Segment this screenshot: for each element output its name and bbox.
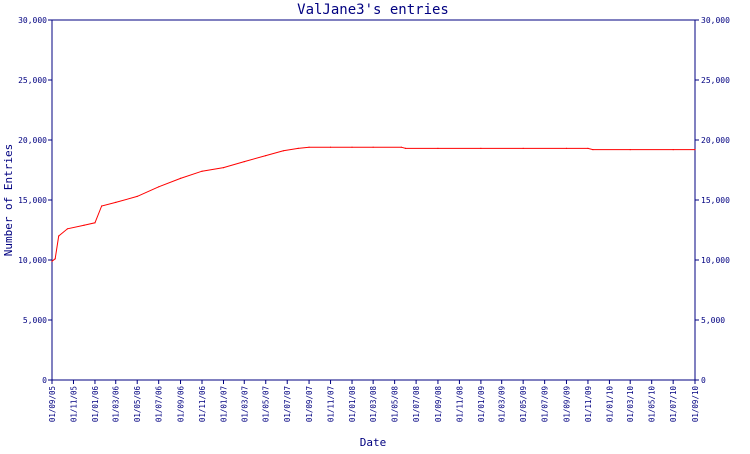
data-point — [101, 205, 103, 207]
data-point — [222, 167, 225, 169]
data-point — [297, 147, 299, 149]
data-point — [83, 224, 85, 226]
x-tick-label: 01/05/06 — [133, 386, 142, 423]
x-tick-label: 01/05/09 — [519, 386, 528, 422]
y-tick-label-right: 0 — [701, 376, 706, 385]
x-tick-label: 01/05/07 — [262, 386, 271, 422]
y-tick-label-left: 25,000 — [18, 76, 47, 85]
data-point — [672, 149, 674, 151]
y-tick-label-right: 20,000 — [701, 136, 730, 145]
x-tick-label: 01/07/09 — [541, 386, 550, 422]
y-tick-label-left: 10,000 — [18, 256, 47, 265]
data-point — [629, 149, 631, 151]
data-point — [372, 146, 374, 148]
y-tick-label-left: 30,000 — [18, 16, 47, 25]
x-tick-label: 01/05/08 — [391, 386, 400, 423]
x-tick-label: 01/01/08 — [348, 386, 357, 423]
x-tick-label: 01/09/09 — [562, 386, 571, 422]
x-tick-label: 01/11/08 — [455, 386, 464, 423]
y-tick-label-right: 10,000 — [701, 256, 730, 265]
y-tick-label-right: 30,000 — [701, 16, 730, 25]
data-point — [437, 147, 439, 149]
data-point — [265, 155, 267, 157]
x-tick-label: 01/11/07 — [327, 386, 336, 422]
data-point — [282, 150, 284, 152]
x-tick-label: 01/09/08 — [434, 386, 443, 423]
data-point — [404, 147, 407, 149]
x-tick-label: 01/03/10 — [626, 386, 635, 423]
x-tick-label: 01/05/10 — [648, 386, 657, 423]
plot-frame — [51, 19, 696, 381]
data-point — [243, 161, 245, 163]
x-tick-label: 01/03/06 — [112, 386, 121, 423]
x-tick-label: 01/07/10 — [669, 386, 678, 423]
x-tick-label: 01/01/09 — [477, 386, 486, 422]
data-point — [480, 147, 482, 149]
data-point — [694, 149, 696, 151]
data-point — [400, 146, 402, 148]
y-tick-label-left: 5,000 — [23, 316, 47, 325]
y-tick-label-right: 25,000 — [701, 76, 730, 85]
x-tick-label: 01/11/06 — [198, 386, 207, 423]
y-axis-right: 0 5,000 10,000 15,000 20,000 25,000 30,000 — [695, 16, 730, 385]
data-point — [179, 177, 182, 179]
data-point — [115, 201, 117, 203]
data-point — [201, 170, 203, 172]
y-tick-label-left: 0 — [42, 376, 47, 385]
x-axis-label: Date — [360, 436, 387, 449]
x-tick-label: 01/07/08 — [412, 386, 421, 423]
x-tick-label: 01/03/09 — [498, 386, 507, 422]
y-tick-label-left: 20,000 — [18, 136, 47, 145]
x-tick-label: 01/07/07 — [283, 386, 292, 422]
y-tick-label-left: 15,000 — [18, 196, 47, 205]
x-tick-label: 01/07/06 — [155, 386, 164, 423]
data-point — [329, 146, 332, 148]
x-tick-label: 01/03/07 — [240, 386, 249, 422]
series-line — [51, 146, 695, 262]
data-point — [94, 222, 96, 224]
y-tick-label-right: 5,000 — [701, 316, 725, 325]
y-axis-left: 0 5,000 10,000 15,000 20,000 25,000 30,000 — [18, 16, 52, 385]
data-point — [58, 235, 60, 237]
x-tick-label: 01/09/05 — [48, 386, 57, 422]
y-tick-label-right: 15,000 — [701, 196, 730, 205]
x-tick-label: 01/09/06 — [177, 386, 186, 423]
data-point — [587, 147, 589, 149]
data-point — [592, 149, 594, 151]
data-point — [308, 146, 310, 148]
y-axis-label: Number of Entries — [2, 144, 15, 257]
x-tick-label: 01/09/10 — [691, 386, 700, 423]
x-tick-label: 01/01/06 — [91, 386, 100, 423]
data-point — [136, 195, 138, 197]
data-point — [351, 146, 353, 148]
x-tick-label: 01/03/08 — [369, 386, 378, 423]
x-axis: 01/09/05 01/11/05 01/01/06 01/03/06 01/05/06… — [48, 380, 700, 422]
data-point — [66, 228, 69, 230]
x-tick-label: 01/11/09 — [584, 386, 593, 422]
x-tick-label: 01/01/07 — [219, 386, 228, 422]
data-point — [565, 147, 568, 149]
chart-title: ValJane3's entries — [297, 2, 449, 18]
data-point — [51, 260, 53, 262]
x-tick-label: 01/11/05 — [69, 386, 78, 422]
data-point — [54, 258, 56, 260]
data-point — [158, 186, 160, 188]
series-group — [51, 146, 696, 262]
x-tick-label: 01/01/10 — [605, 386, 614, 423]
x-tick-label: 01/09/07 — [305, 386, 314, 422]
data-point — [522, 147, 524, 149]
